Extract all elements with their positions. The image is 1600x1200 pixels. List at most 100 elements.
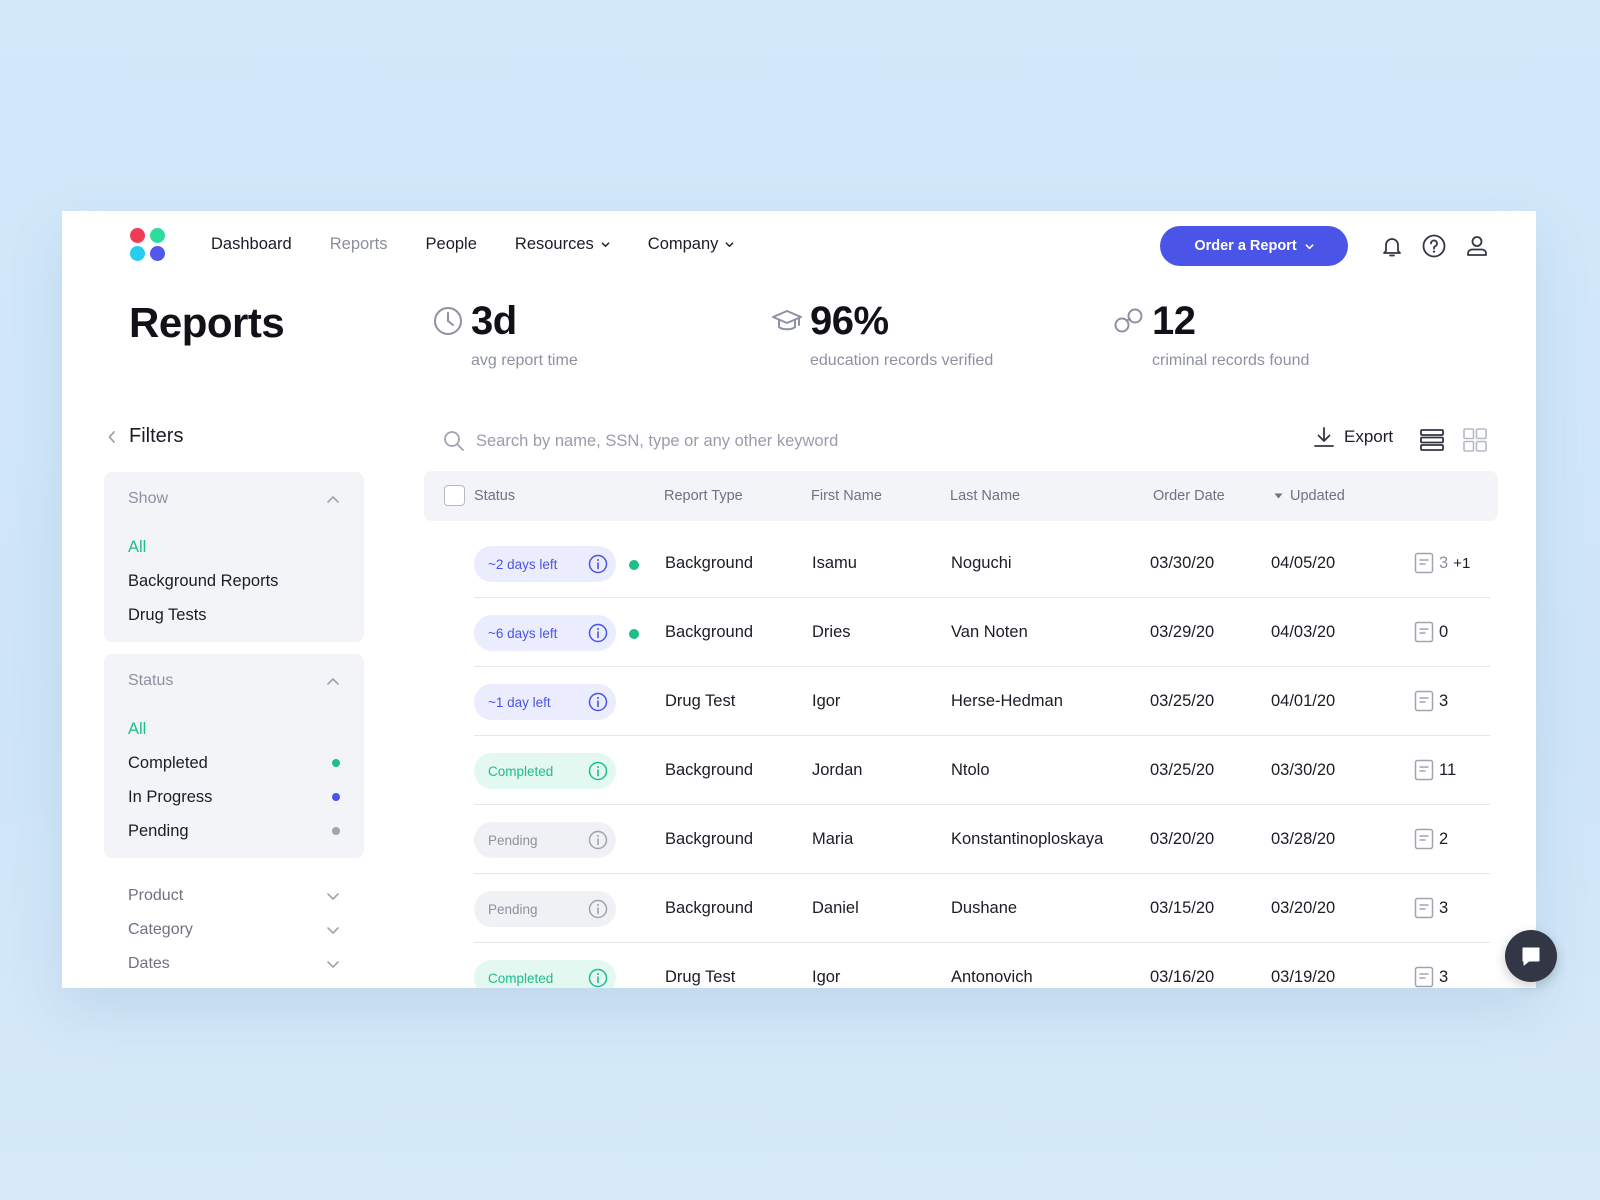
info-icon[interactable] xyxy=(588,968,608,988)
cell-last-name: Ntolo xyxy=(951,761,990,779)
table-row[interactable]: ~6 days left Background Dries Van Noten 03/2… xyxy=(424,598,1498,667)
documents-count[interactable]: 3 xyxy=(1414,897,1448,919)
chevron-left-icon[interactable] xyxy=(107,430,117,444)
help-icon[interactable] xyxy=(1420,232,1448,260)
filter-option-label: Completed xyxy=(128,754,208,772)
list-view-icon[interactable] xyxy=(1419,427,1445,453)
chevron-up-icon[interactable] xyxy=(326,677,340,686)
search-input[interactable] xyxy=(476,431,946,451)
status-pill[interactable]: Pending xyxy=(474,822,616,858)
nav-item-company[interactable]: Company xyxy=(648,235,735,254)
filter-show-header[interactable]: Show xyxy=(128,490,340,508)
table-row[interactable]: ~1 day left Drug Test Igor Herse-Hedman 03/2… xyxy=(424,667,1498,736)
table-row[interactable]: Completed Background Jordan Ntolo 03/25/20 03… xyxy=(424,736,1498,805)
filter-category[interactable]: Category xyxy=(128,921,340,939)
filter-option-in-progress[interactable]: In Progress xyxy=(128,780,340,814)
select-all-checkbox[interactable] xyxy=(444,485,465,506)
documents-count[interactable]: 11 xyxy=(1414,759,1456,781)
column-header-report-type[interactable]: Report Type xyxy=(664,488,743,504)
table-row[interactable]: ~2 days left Background Isamu Noguchi 03/30/… xyxy=(424,529,1498,598)
live-indicator-dot xyxy=(629,629,639,639)
handcuffs-icon xyxy=(1114,308,1143,333)
filter-option-label: Pending xyxy=(128,822,189,840)
info-icon[interactable] xyxy=(588,761,608,781)
cell-first-name: Dries xyxy=(812,623,851,641)
filter-status-header[interactable]: Status xyxy=(128,672,340,690)
nav-item-reports[interactable]: Reports xyxy=(330,235,388,254)
filter-group-title: Category xyxy=(128,921,193,938)
grid-view-icon[interactable] xyxy=(1462,427,1488,453)
graduation-cap-icon xyxy=(772,310,802,331)
document-icon xyxy=(1414,690,1434,712)
cell-order-date: 03/16/20 xyxy=(1150,968,1215,986)
documents-count-label: 11 xyxy=(1439,760,1457,779)
nav-item-people[interactable]: People xyxy=(426,235,477,254)
nav-item-resources[interactable]: Resources xyxy=(515,235,610,254)
status-pill[interactable]: ~6 days left xyxy=(474,615,616,651)
cell-report-type: Background xyxy=(665,899,754,917)
documents-count[interactable]: 3 xyxy=(1414,690,1448,712)
status-pill[interactable]: ~2 days left xyxy=(474,546,616,582)
documents-count-label: 3 xyxy=(1439,898,1449,917)
nav-item-dashboard[interactable]: Dashboard xyxy=(211,235,292,254)
status-pill-label: Pending xyxy=(488,901,538,917)
info-icon[interactable] xyxy=(588,899,608,919)
brand-logo[interactable] xyxy=(130,228,168,266)
filter-dates[interactable]: Dates xyxy=(128,955,340,973)
documents-extra-label: +1 xyxy=(1453,554,1471,572)
cell-last-name: Herse-Hedman xyxy=(951,692,1063,710)
column-header-updated[interactable]: Updated xyxy=(1274,488,1345,504)
documents-count[interactable]: 2 xyxy=(1414,828,1448,850)
filter-option-all[interactable]: All xyxy=(128,530,340,564)
export-label: Export xyxy=(1344,427,1394,446)
documents-count[interactable]: 0 xyxy=(1414,621,1448,643)
filter-option-background-reports[interactable]: Background Reports xyxy=(128,564,340,598)
filter-option-all[interactable]: All xyxy=(128,712,340,746)
cell-last-name: Konstantinoploskaya xyxy=(951,830,1104,848)
info-icon[interactable] xyxy=(588,554,608,574)
status-pill[interactable]: Pending xyxy=(474,891,616,927)
filters-header[interactable]: Filters xyxy=(107,425,183,448)
info-icon[interactable] xyxy=(588,623,608,643)
documents-count-label: 3 xyxy=(1439,691,1449,710)
column-header-order-date[interactable]: Order Date xyxy=(1153,488,1225,504)
status-dot xyxy=(332,759,340,767)
column-header-last-name[interactable]: Last Name xyxy=(950,488,1021,504)
status-pill[interactable]: Completed xyxy=(474,753,616,789)
bell-icon[interactable] xyxy=(1378,232,1406,260)
nav-label: Resources xyxy=(514,235,594,253)
table-row[interactable]: Pending Background Maria Konstantinoploskay… xyxy=(424,805,1498,874)
filter-option-drug-tests[interactable]: Drug Tests xyxy=(128,598,340,632)
filter-option-label: All xyxy=(128,720,147,738)
filter-product[interactable]: Product xyxy=(128,887,340,905)
documents-count[interactable]: 3 xyxy=(1414,966,1448,988)
table-row[interactable]: Completed Drug Test Igor Antonovich 03/16/20… xyxy=(424,943,1498,988)
cell-order-date: 03/20/20 xyxy=(1150,830,1215,848)
cell-updated: 04/01/20 xyxy=(1271,692,1336,710)
info-icon[interactable] xyxy=(588,830,608,850)
cell-last-name: Van Noten xyxy=(951,623,1028,641)
documents-count-label: 2 xyxy=(1439,829,1449,848)
chat-button[interactable] xyxy=(1505,930,1557,982)
filter-option-completed[interactable]: Completed xyxy=(128,746,340,780)
user-icon[interactable] xyxy=(1463,232,1491,260)
filter-option-pending[interactable]: Pending xyxy=(128,814,340,848)
column-header-first-name[interactable]: First Name xyxy=(811,488,882,504)
order-report-button[interactable]: Order a Report xyxy=(1160,226,1348,266)
live-indicator-dot xyxy=(629,560,639,570)
export-button[interactable]: Export xyxy=(1312,425,1393,449)
chevron-up-icon[interactable] xyxy=(326,495,340,504)
documents-count[interactable]: 3 +1 xyxy=(1414,552,1470,574)
status-pill[interactable]: ~1 day left xyxy=(474,684,616,720)
info-icon[interactable] xyxy=(588,692,608,712)
cell-report-type: Background xyxy=(665,761,754,779)
download-icon xyxy=(1314,427,1334,447)
column-header-status[interactable]: Status xyxy=(474,488,516,504)
row-divider xyxy=(474,873,1490,874)
status-pill[interactable]: Completed xyxy=(474,960,616,988)
document-icon xyxy=(1414,828,1434,850)
nav-label: Dashboard xyxy=(211,235,292,253)
table-row[interactable]: Pending Background Daniel Dushane 03/15/20 03… xyxy=(424,874,1498,943)
status-pill-label: Completed xyxy=(488,970,554,986)
cell-first-name: Maria xyxy=(812,830,854,848)
